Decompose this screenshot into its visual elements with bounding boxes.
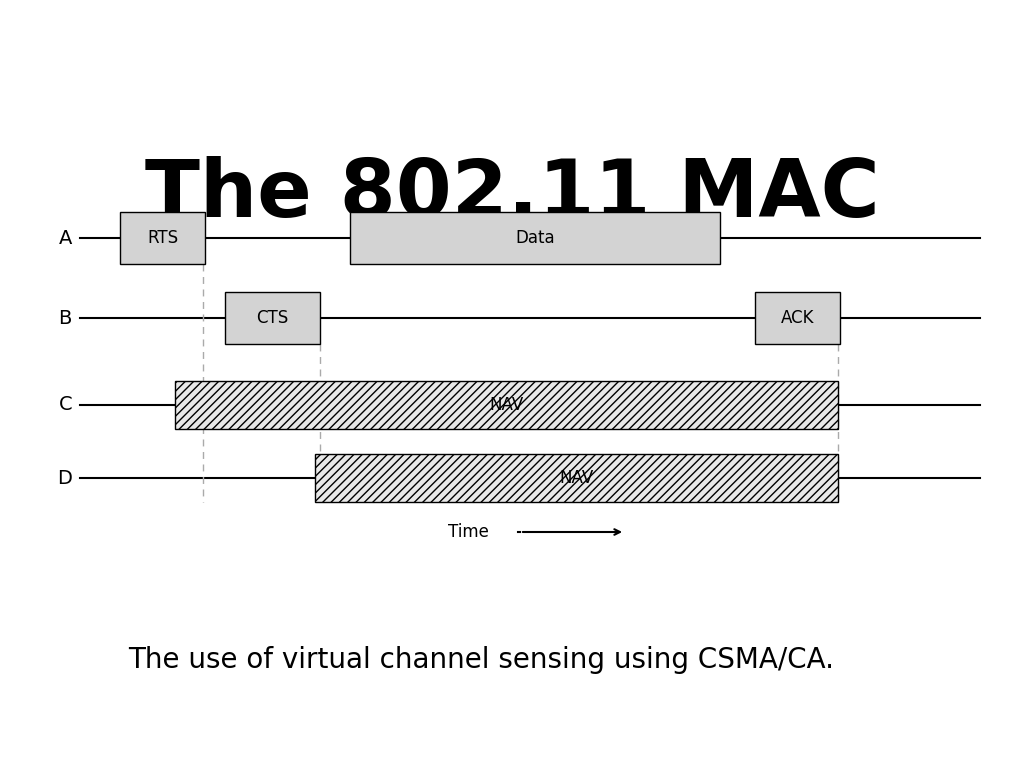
Text: RTS: RTS [146, 229, 178, 247]
Text: A: A [58, 229, 72, 247]
Text: C: C [58, 396, 72, 415]
Text: B: B [58, 309, 72, 327]
Bar [225, 292, 319, 344]
Text: CTS: CTS [256, 309, 289, 327]
Text: The 802.11 MAC: The 802.11 MAC [144, 156, 880, 234]
Bar [315, 454, 838, 502]
Bar [175, 381, 838, 429]
Text: NAV: NAV [559, 469, 594, 487]
Text: D: D [57, 468, 72, 488]
Text: ACK: ACK [780, 309, 814, 327]
Bar [755, 292, 840, 344]
Text: NAV: NAV [489, 396, 523, 414]
Bar [350, 212, 720, 264]
Text: Data: Data [515, 229, 555, 247]
Bar [120, 212, 205, 264]
Text: Time: Time [447, 523, 488, 541]
Text: The use of virtual channel sensing using CSMA/CA.: The use of virtual channel sensing using… [128, 646, 835, 674]
